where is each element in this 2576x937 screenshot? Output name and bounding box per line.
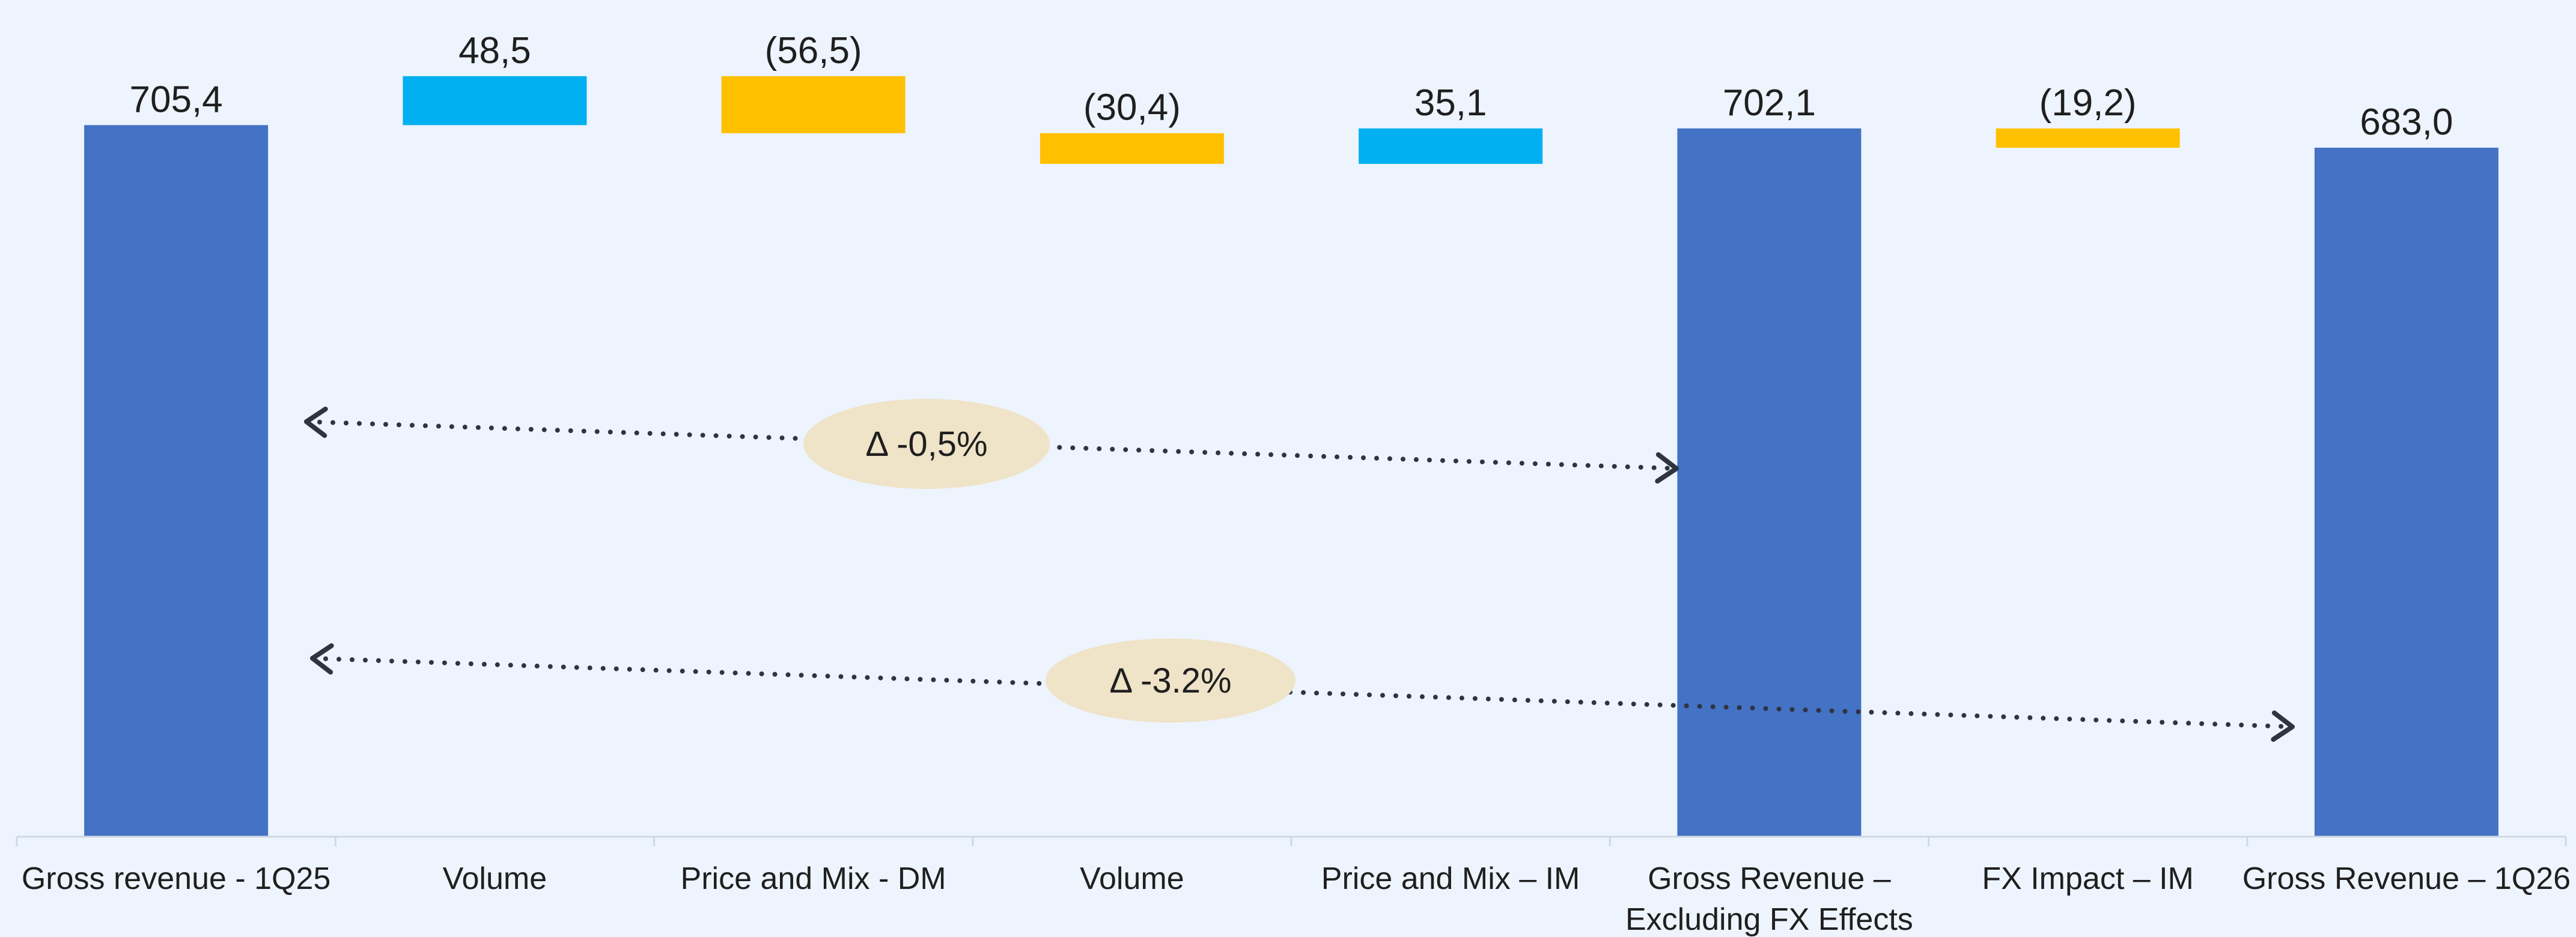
bars-group: [84, 76, 2498, 837]
annotation-1: Δ -0,5%: [304, 399, 1679, 489]
category-label-1: Gross revenue - 1Q25: [22, 861, 330, 896]
value-label-5: 35,1: [1414, 82, 1487, 124]
bar-7: [1996, 128, 2180, 148]
value-label-2: 48,5: [458, 30, 531, 71]
bar-6: [1677, 128, 1862, 837]
arrowhead-left-icon: [304, 407, 328, 438]
arrowhead-left-icon: [310, 643, 334, 675]
value-label-4: (30,4): [1083, 87, 1181, 129]
x-axis-ticks-group: [16, 837, 2567, 846]
category-label-3: Price and Mix - DM: [681, 861, 946, 896]
value-labels-group: 705,4 48,5 (56,5) (30,4) 35,1 702,1 (19,2) 683,…: [130, 30, 2453, 143]
value-label-3: (56,5): [765, 30, 862, 71]
bar-4: [1040, 133, 1224, 164]
arrowhead-right-icon: [2271, 710, 2295, 742]
annotation-text-2: Δ -3.2%: [1109, 661, 1231, 700]
arrowhead-right-icon: [1655, 452, 1679, 484]
annotation-text-1: Δ -0,5%: [865, 425, 987, 464]
value-label-7: (19,2): [2039, 82, 2137, 124]
bar-2: [403, 76, 587, 126]
bar-8: [2314, 147, 2498, 837]
category-label-7: FX Impact – IM: [1982, 861, 2194, 896]
annotation-dotted-arrow-2: [310, 656, 2295, 729]
category-labels-group: Gross revenue - 1Q25 Volume Price and Mix …: [22, 861, 2571, 937]
value-label-6: 702,1: [1723, 82, 1816, 124]
annotation-badge-2: [1046, 638, 1296, 723]
annotation-2: Δ -3.2%: [310, 638, 2295, 742]
bar-3: [721, 76, 906, 133]
category-label-4: Volume: [1080, 861, 1184, 896]
bar-5: [1359, 128, 1543, 164]
annotations-group: Δ -0,5% Δ -3.2%: [304, 399, 2295, 742]
category-label-2: Volume: [443, 861, 547, 896]
category-label-6: Gross Revenue – Excluding FX Effects: [1625, 861, 1913, 937]
value-label-1: 705,4: [130, 79, 223, 120]
category-label-8: Gross Revenue – 1Q26: [2243, 861, 2571, 896]
bar-1: [84, 125, 269, 837]
value-label-8: 683,0: [2360, 102, 2453, 143]
category-label-5: Price and Mix – IM: [1321, 861, 1580, 896]
annotation-badge-1: [803, 399, 1050, 489]
